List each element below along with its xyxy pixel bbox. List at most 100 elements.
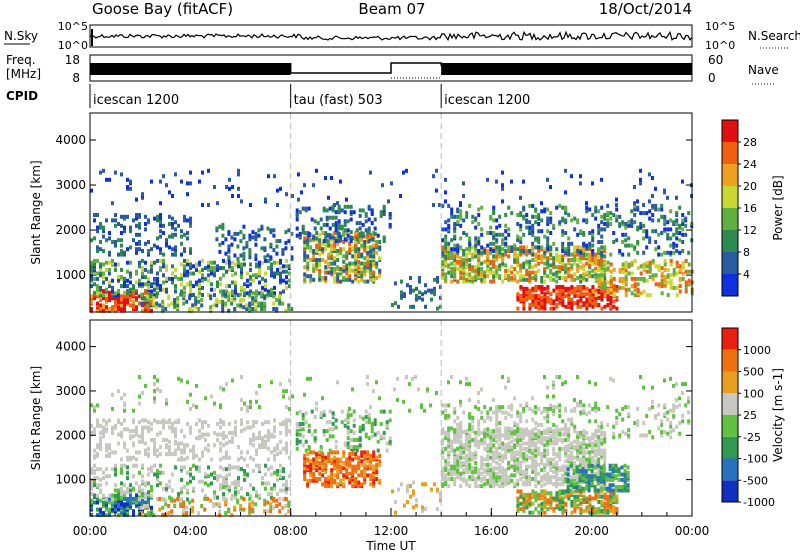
velocity-cell	[282, 483, 285, 487]
power-cell	[180, 235, 183, 239]
velocity-cell	[138, 485, 141, 489]
power-cell	[612, 213, 615, 217]
velocity-cell	[330, 484, 333, 488]
power-cell	[272, 234, 275, 238]
velocity-cell	[114, 424, 117, 428]
power-cell	[369, 260, 372, 264]
power-cell	[99, 240, 102, 244]
power-cell	[537, 269, 540, 273]
power-cell	[588, 245, 591, 249]
noise-right-tick-bottom: 10^0	[705, 39, 735, 52]
power-cell	[582, 301, 585, 305]
velocity-cell	[498, 452, 501, 456]
velocity-cell	[186, 443, 189, 447]
power-cell	[288, 279, 291, 283]
power-cell	[135, 233, 138, 237]
velocity-cell	[453, 458, 456, 462]
power-cell	[663, 222, 666, 226]
power-cell	[537, 294, 540, 298]
power-cell	[236, 257, 239, 261]
freq-tick-bottom: 8	[72, 71, 80, 85]
velocity-cell	[450, 449, 453, 453]
velocity-cell	[132, 464, 135, 468]
power-cell	[604, 268, 607, 272]
velocity-cell	[462, 461, 465, 465]
power-cell	[519, 196, 522, 200]
power-cell	[210, 261, 213, 265]
noise-left-tick-bottom: 10^0	[58, 39, 88, 52]
power-cell	[135, 198, 138, 202]
power-cell	[663, 215, 666, 219]
power-cell	[338, 205, 341, 209]
velocity-cell	[153, 473, 156, 477]
velocity-cell	[165, 487, 168, 491]
velocity-cell	[321, 452, 324, 456]
power-cell	[251, 296, 254, 300]
power-cell	[613, 268, 616, 272]
power-cell	[239, 254, 242, 258]
power-cell	[93, 213, 96, 217]
power-cell	[263, 307, 266, 311]
power-cell	[224, 252, 227, 256]
power-cell	[531, 242, 534, 246]
velocity-cell	[234, 420, 237, 424]
power-cell	[444, 242, 447, 246]
power-cell	[522, 265, 525, 269]
power-cell	[251, 230, 254, 234]
velocity-cell	[183, 434, 186, 438]
power-cell	[383, 212, 386, 216]
power-cell	[225, 261, 228, 265]
power-cell	[459, 263, 462, 267]
power-cell	[561, 217, 564, 221]
velocity-cell	[498, 438, 501, 442]
power-cell	[329, 207, 332, 211]
power-cell	[188, 294, 191, 298]
power-colorbar-cell	[722, 252, 738, 274]
power-cell	[272, 302, 275, 306]
velocity-cell	[588, 443, 591, 447]
velocity-cell	[261, 436, 264, 440]
power-cell	[342, 260, 345, 264]
power-cell	[300, 190, 303, 194]
velocity-cell	[480, 456, 483, 460]
velocity-cell	[471, 456, 474, 460]
power-cell	[625, 272, 628, 276]
velocity-cell	[156, 483, 159, 487]
power-cell	[474, 269, 477, 273]
velocity-cell	[501, 459, 504, 463]
power-cell	[604, 286, 607, 290]
power-cell	[347, 205, 350, 209]
power-cell	[667, 293, 670, 297]
velocity-cell	[236, 499, 239, 503]
velocity-cell	[386, 424, 389, 428]
power-cell	[498, 267, 501, 271]
velocity-cell	[225, 467, 228, 471]
velocity-cell	[591, 433, 594, 437]
power-cell	[618, 222, 621, 226]
power-cell	[666, 227, 669, 231]
velocity-cell	[540, 452, 543, 456]
power-cell	[555, 253, 558, 257]
velocity-cell	[273, 426, 276, 430]
power-cell	[561, 262, 564, 266]
power-cell	[492, 249, 495, 253]
power-cell	[260, 225, 263, 229]
power-ytick-label: 1000	[55, 268, 86, 282]
power-cell	[180, 263, 183, 267]
velocity-cell	[147, 420, 150, 424]
velocity-cell	[117, 508, 120, 512]
power-cell	[183, 273, 186, 277]
velocity-cell	[99, 483, 102, 487]
power-cell	[315, 249, 318, 253]
power-cell	[567, 253, 570, 257]
power-cell	[368, 230, 371, 234]
power-cell	[576, 267, 579, 271]
velocity-cell	[468, 447, 471, 451]
power-cell	[318, 238, 321, 242]
power-cell	[525, 272, 528, 276]
velocity-cell	[372, 465, 375, 469]
velocity-cell	[386, 449, 389, 453]
velocity-cell	[403, 504, 406, 508]
velocity-cell	[546, 477, 549, 481]
power-cell	[284, 246, 287, 250]
